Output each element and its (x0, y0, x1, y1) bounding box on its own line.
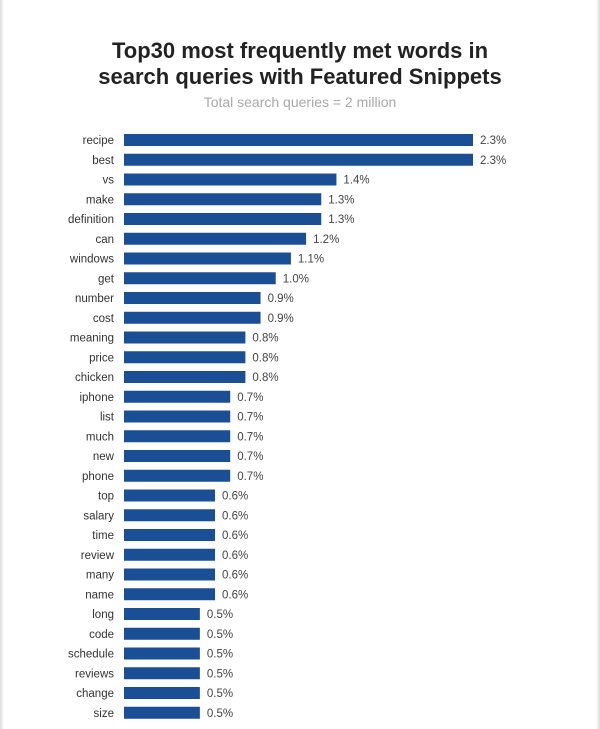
bar-recipe (124, 134, 473, 146)
category-label-iphone: iphone (79, 392, 114, 404)
value-label-new: 0.7% (237, 451, 263, 463)
value-label-schedule: 0.5% (207, 649, 233, 661)
bar-time (124, 529, 216, 541)
category-label-reviews: reviews (75, 668, 114, 680)
value-label-best: 2.3% (480, 155, 506, 167)
category-label-make: make (86, 194, 114, 206)
category-label-get: get (98, 273, 115, 285)
value-label-definition: 1.3% (328, 214, 354, 226)
bar-long (124, 608, 200, 620)
chart-subtitle: Total search queries = 2 million (203, 94, 397, 110)
category-label-price: price (89, 352, 114, 364)
bar-name (124, 588, 216, 601)
category-label-cost: cost (93, 313, 115, 325)
category-label-salary: salary (83, 510, 114, 522)
category-label-size: size (94, 708, 114, 720)
bar-can (124, 232, 307, 245)
value-label-number: 0.9% (268, 293, 294, 305)
category-label-name: name (85, 589, 114, 601)
bar-meaning (124, 331, 246, 344)
value-label-reviews: 0.5% (207, 668, 233, 680)
value-label-iphone: 0.7% (237, 392, 263, 404)
value-label-meaning: 0.8% (252, 333, 278, 345)
value-label-time: 0.6% (222, 530, 248, 542)
bar-list (124, 410, 231, 423)
value-label-get: 1.0% (283, 273, 309, 285)
value-label-name: 0.6% (222, 589, 248, 601)
category-label-review: review (81, 550, 115, 562)
category-label-definition: definition (68, 214, 114, 226)
bar-chart: recipe 2.3% best 2.3% vs 1.4% make 1.3% definiti… (68, 134, 506, 720)
value-label-windows: 1.1% (298, 254, 324, 266)
bar-salary (124, 509, 216, 522)
value-label-make: 1.3% (328, 194, 354, 206)
category-label-recipe: recipe (83, 135, 114, 147)
bar-iphone (124, 390, 231, 403)
value-label-chicken: 0.8% (252, 372, 278, 384)
category-label-list: list (100, 412, 115, 424)
value-label-top: 0.6% (222, 491, 248, 503)
category-label-much: much (86, 431, 114, 443)
category-label-chicken: chicken (75, 372, 114, 384)
value-label-phone: 0.7% (237, 471, 263, 483)
category-label-schedule: schedule (68, 649, 114, 661)
value-label-much: 0.7% (237, 431, 263, 443)
category-label-vs: vs (103, 175, 115, 187)
value-label-recipe: 2.3% (480, 135, 506, 147)
bar-reviews (124, 667, 200, 680)
bar-price (124, 351, 246, 364)
bar-top (124, 489, 216, 502)
bar-windows (124, 252, 291, 265)
bar-number (124, 292, 261, 304)
bar-make (124, 193, 322, 206)
value-label-many: 0.6% (222, 570, 248, 582)
category-label-code: code (89, 629, 114, 641)
value-label-can: 1.2% (313, 234, 339, 246)
value-label-long: 0.5% (207, 609, 233, 621)
bar-schedule (124, 647, 200, 660)
value-label-change: 0.5% (207, 688, 233, 700)
bar-size (124, 706, 200, 719)
right-edge-shadow (596, 0, 600, 729)
value-label-code: 0.5% (207, 629, 233, 641)
bar-code (124, 627, 200, 640)
bar-new (124, 450, 231, 462)
category-label-top: top (98, 491, 114, 503)
category-label-meaning: meaning (70, 333, 114, 345)
bar-get (124, 272, 276, 285)
category-label-time: time (92, 530, 114, 542)
category-label-can: can (95, 234, 114, 246)
chart-title: Top30 most frequently met words in searc… (98, 38, 502, 89)
bar-best (124, 153, 473, 166)
bar-review (124, 548, 216, 561)
bar-chicken (124, 371, 246, 383)
category-label-many: many (86, 570, 114, 582)
value-label-review: 0.6% (222, 550, 248, 562)
value-label-size: 0.5% (207, 708, 233, 720)
value-label-price: 0.8% (252, 352, 278, 364)
value-label-list: 0.7% (237, 412, 263, 424)
value-label-vs: 1.4% (343, 175, 369, 187)
category-label-number: number (75, 293, 114, 305)
category-label-windows: windows (69, 254, 114, 266)
left-edge-shadow (0, 0, 4, 729)
value-label-salary: 0.6% (222, 510, 248, 522)
bar-definition (124, 213, 322, 225)
category-label-best: best (92, 155, 115, 167)
category-label-change: change (76, 688, 114, 700)
bar-change (124, 687, 200, 699)
bar-many (124, 568, 216, 581)
bar-phone (124, 469, 231, 482)
category-label-phone: phone (82, 471, 114, 483)
value-label-cost: 0.9% (268, 313, 294, 325)
bar-cost (124, 311, 261, 324)
category-label-long: long (92, 609, 114, 621)
bar-much (124, 430, 231, 443)
category-label-new: new (93, 451, 115, 463)
bar-vs (124, 173, 337, 186)
